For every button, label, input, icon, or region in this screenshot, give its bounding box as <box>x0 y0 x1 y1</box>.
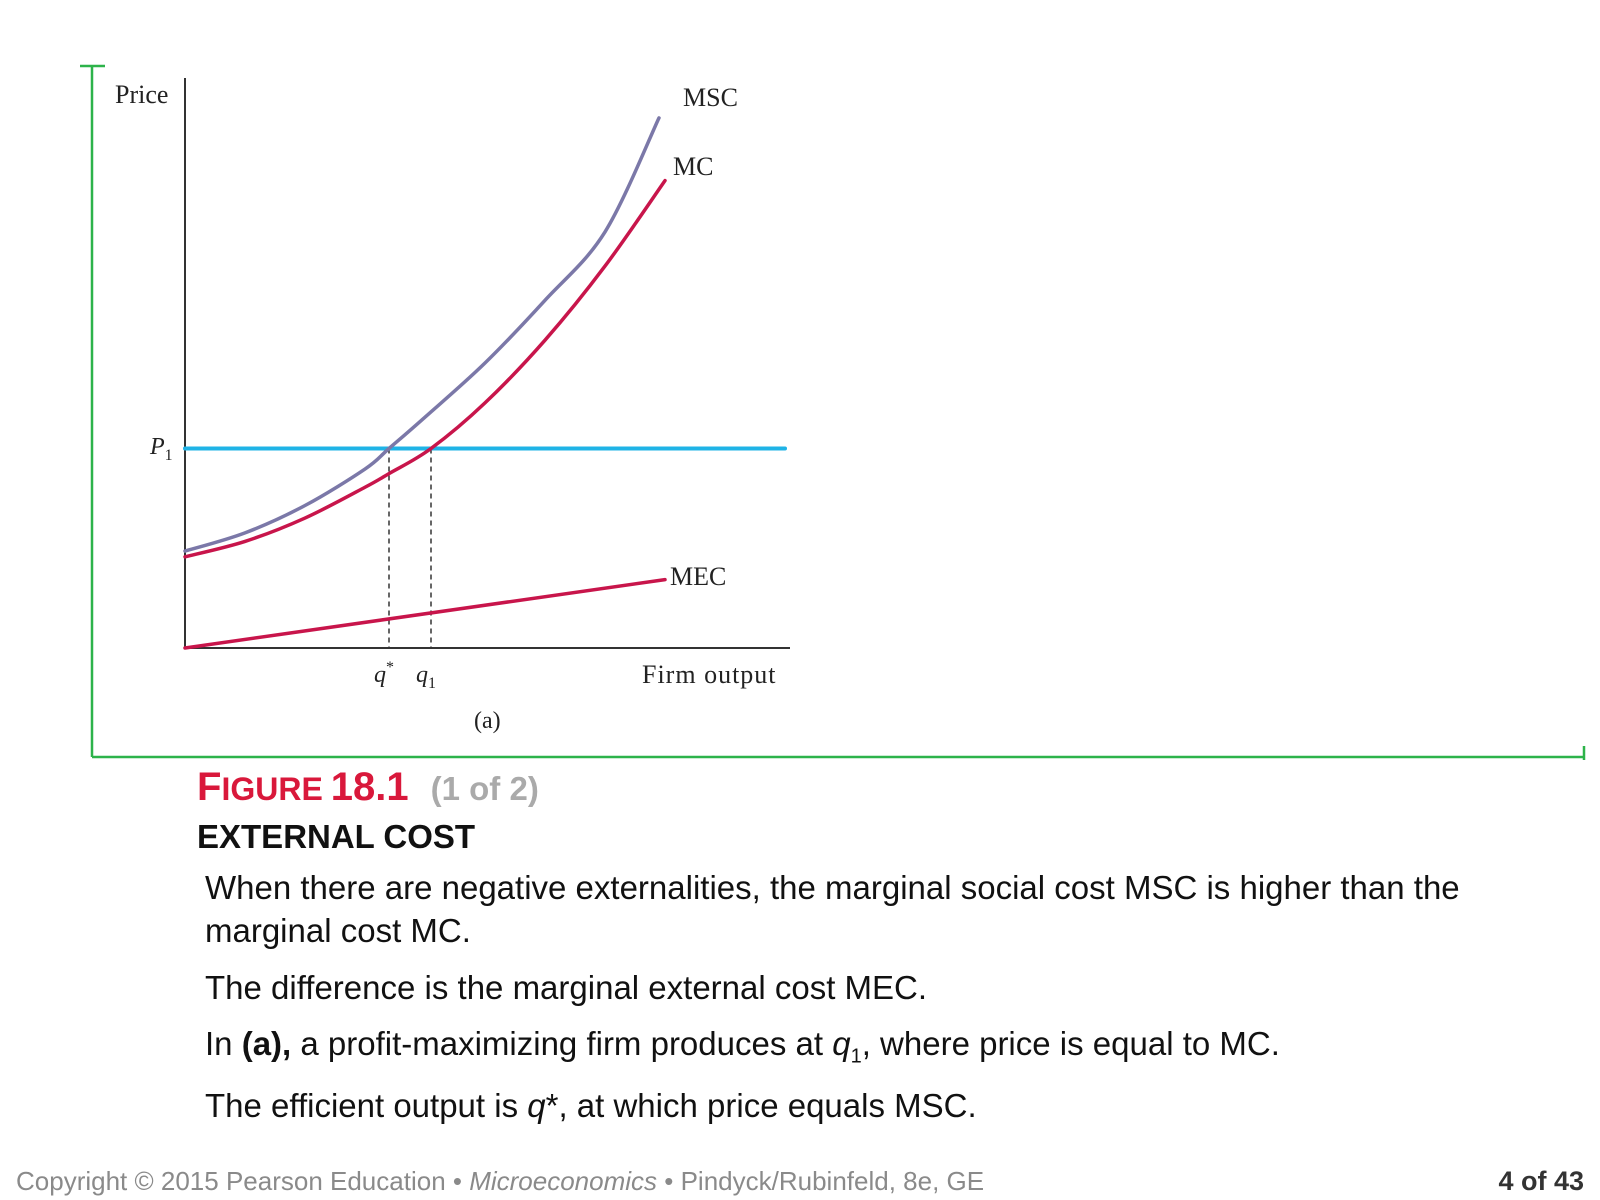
figure-part: (1 of 2) <box>430 770 539 807</box>
external-cost-chart: Price Firm output (a) MSC MC MEC P1 q* q… <box>80 64 1586 760</box>
figure-title: EXTERNAL COST <box>197 818 476 855</box>
figure-word: FIGURE <box>197 765 323 809</box>
label-mec: MEC <box>670 562 726 591</box>
y-axis-label: Price <box>115 80 168 109</box>
series-line-msc <box>183 116 661 553</box>
series-line-mec <box>183 577 667 650</box>
paragraph-4: The efficient output is q*, at which pri… <box>205 1087 977 1124</box>
series-line-mc <box>183 178 667 559</box>
panel-label: (a) <box>474 708 501 734</box>
paragraph-1: When there are negative externalities, t… <box>205 869 1460 949</box>
figure-heading: FIGURE 18.1 (1 of 2) <box>197 765 539 810</box>
tick-q-star: q* <box>374 659 394 688</box>
paragraph-2: The difference is the marginal external … <box>205 969 928 1006</box>
footer-copyright: Copyright © 2015 Pearson Education • Mic… <box>16 1166 985 1196</box>
page-number: 4 of 43 <box>1498 1166 1584 1196</box>
label-msc: MSC <box>683 83 738 112</box>
tick-q1: q1 <box>416 662 436 692</box>
label-mc: MC <box>673 152 713 181</box>
figure-number: 18.1 <box>330 765 409 809</box>
paragraph-3: In (a), a profit-maximizing firm produce… <box>205 1025 1280 1068</box>
x-axis-label: Firm output <box>642 660 777 689</box>
tick-p1: P1 <box>149 434 173 464</box>
